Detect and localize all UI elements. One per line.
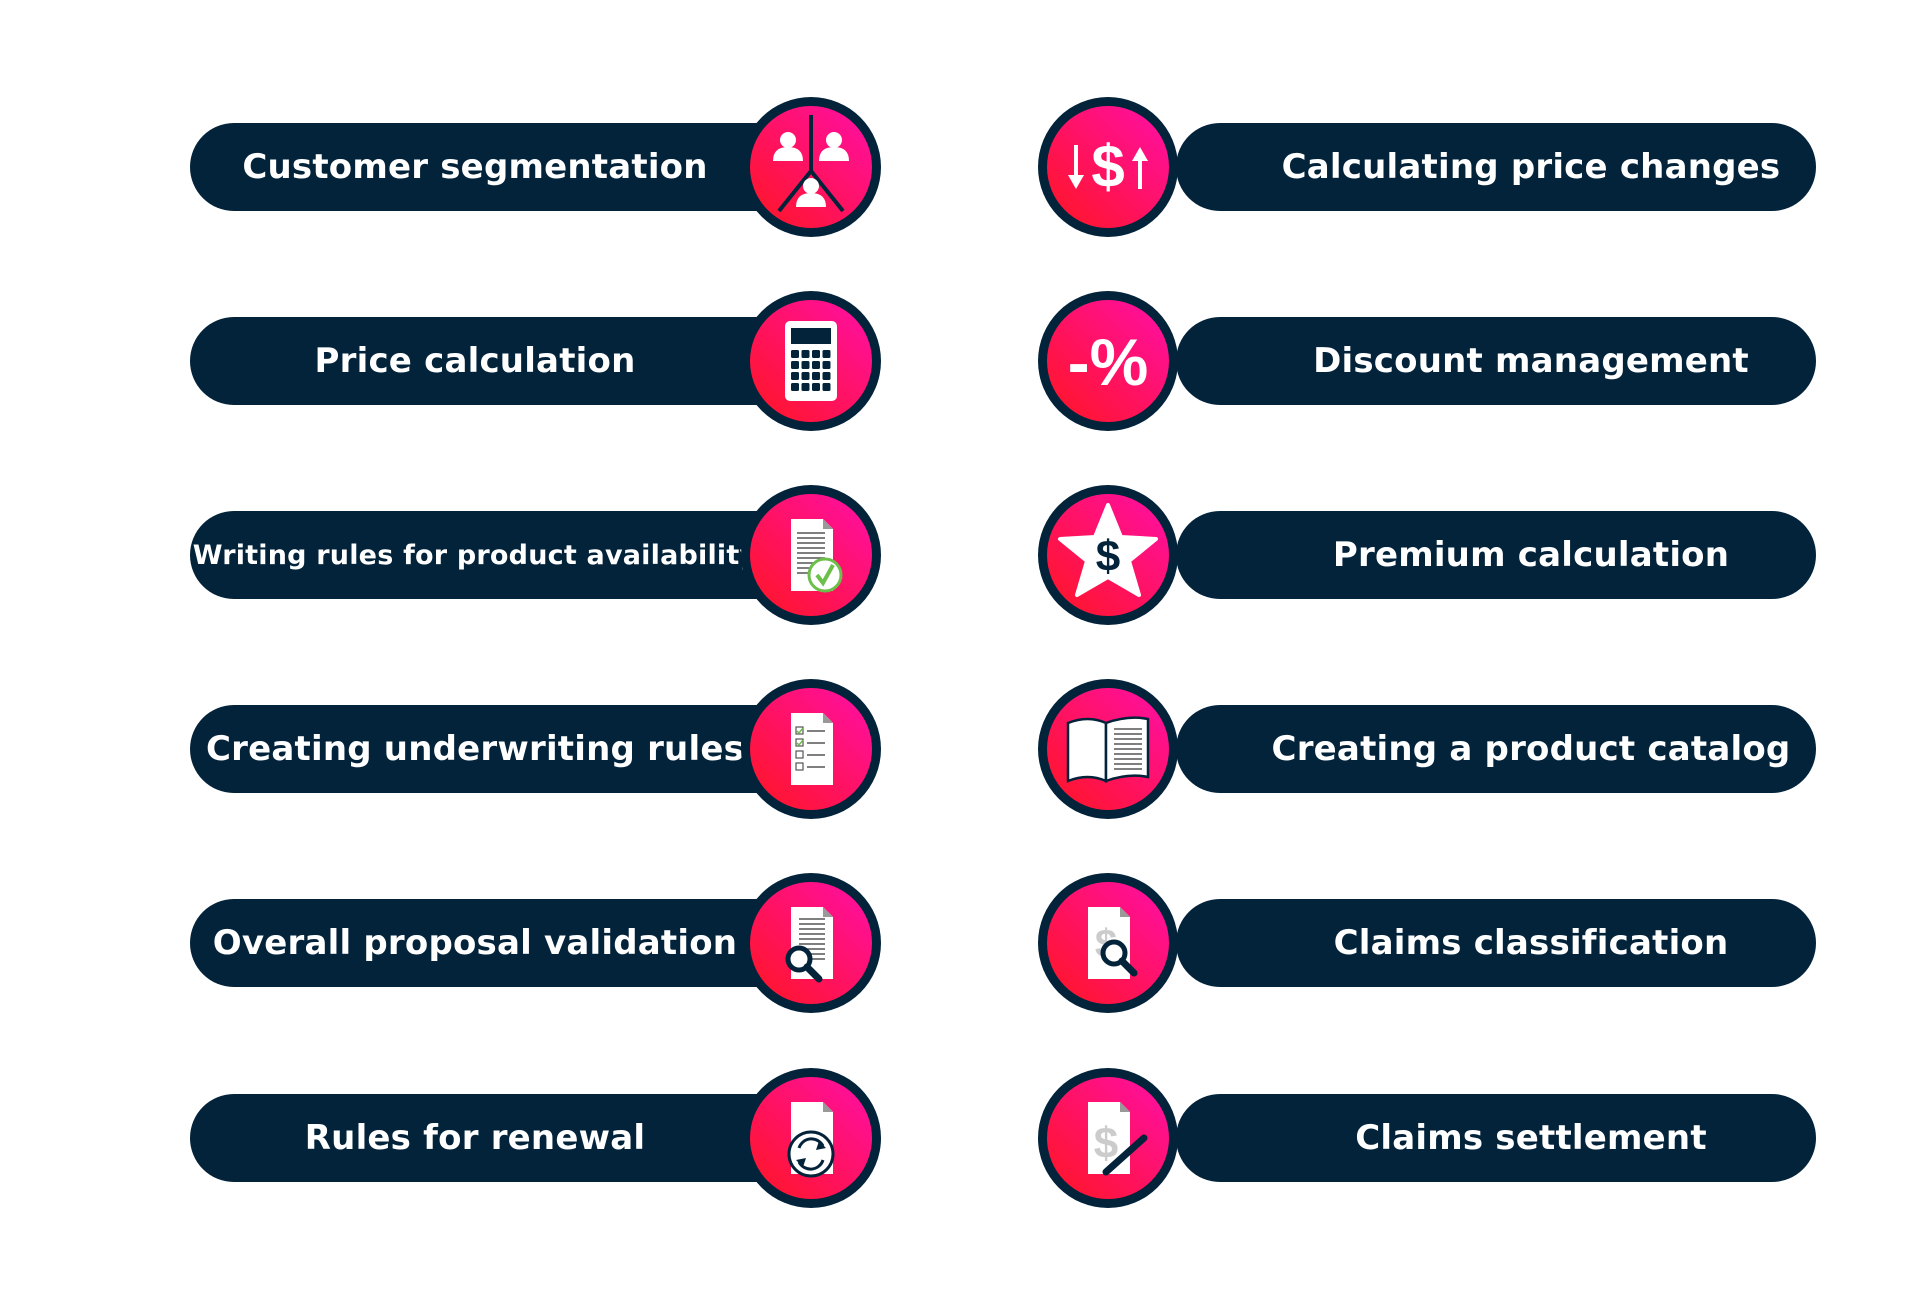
feature-pill: Price calculation [190,317,830,405]
dollar-glyph: $ [1091,133,1124,200]
feature-item: Calculating price changes $ [1036,92,1816,242]
feature-pill: Creating underwriting rules [190,705,830,793]
feature-item: Claims classification $ [1036,868,1816,1018]
feature-label: Creating a product catalog [1271,729,1791,769]
document-check-icon [741,485,881,625]
feature-pill: Overall proposal validation [190,899,830,987]
feature-item: Premium calculation $ [1036,480,1816,630]
svg-text:$: $ [1096,532,1120,581]
feature-label: Customer segmentation [242,147,708,187]
feature-item: Writing rules for product availability [190,480,970,630]
open-book-icon [1038,679,1178,819]
feature-label: Discount management [1313,341,1749,381]
svg-text:$: $ [1094,1119,1118,1168]
feature-pill: Claims settlement [1176,1094,1816,1182]
feature-label: Calculating price changes [1281,147,1781,187]
percent-discount-icon: -% [1038,291,1178,431]
feature-pill: Premium calculation [1176,511,1816,599]
dollar-document-pen-icon: $ [1038,1068,1178,1208]
calculator-icon [741,291,881,431]
feature-label: Writing rules for product availability [192,539,758,571]
feature-item: Rules for renewal [190,1063,970,1213]
feature-pill: Rules for renewal [190,1094,830,1182]
feature-item: Overall proposal validation [190,868,970,1018]
feature-item: Discount management -% [1036,286,1816,436]
feature-item: Creating underwriting rules [190,674,970,824]
svg-text:-%: -% [1068,325,1149,399]
feature-item: Claims settlement $ [1036,1063,1816,1213]
dollar-document-search-icon: $ [1038,873,1178,1013]
feature-label: Price calculation [314,341,636,381]
customer-segments-icon [741,97,881,237]
feature-label: Claims classification [1333,923,1729,963]
feature-pill: Discount management [1176,317,1816,405]
feature-item: Price calculation [190,286,970,436]
feature-label: Rules for renewal [304,1118,646,1158]
feature-pill: Calculating price changes [1176,123,1816,211]
feature-label: Creating underwriting rules [205,729,745,769]
checklist-document-icon [741,679,881,819]
document-search-icon [741,873,881,1013]
document-renew-icon [741,1068,881,1208]
feature-item: Creating a product catalog [1036,674,1816,824]
feature-pill: Claims classification [1176,899,1816,987]
feature-item: Customer segmentation [190,92,970,242]
feature-label: Claims settlement [1355,1118,1707,1158]
dollar-up-down-icon: $ [1038,97,1178,237]
feature-pill: Customer segmentation [190,123,830,211]
feature-pill: Writing rules for product availability [190,511,830,599]
feature-label: Premium calculation [1332,535,1730,575]
feature-label: Overall proposal validation [212,923,738,963]
feature-pill: Creating a product catalog [1176,705,1816,793]
star-dollar-icon: $ [1038,485,1178,625]
